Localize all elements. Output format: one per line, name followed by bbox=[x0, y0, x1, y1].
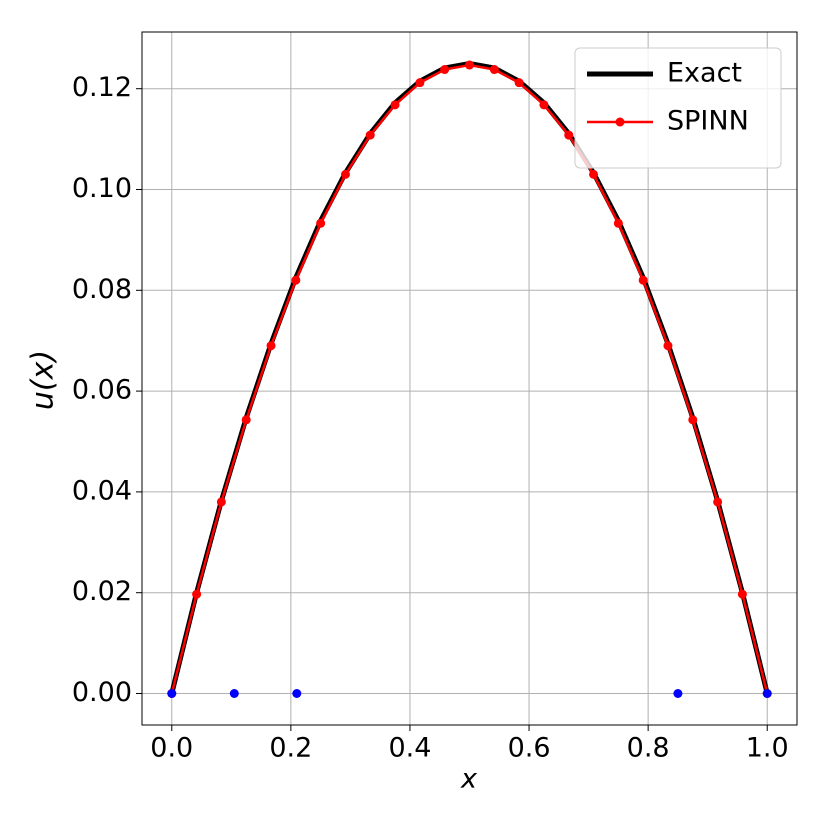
marker bbox=[638, 275, 648, 285]
marker bbox=[465, 60, 474, 70]
marker bbox=[673, 689, 683, 698]
legend-box bbox=[574, 47, 782, 169]
marker bbox=[390, 100, 400, 110]
marker bbox=[229, 689, 239, 698]
y-tick-label: 0.04 bbox=[72, 475, 132, 506]
marker bbox=[688, 415, 698, 425]
marker bbox=[663, 341, 673, 351]
marker bbox=[762, 689, 772, 698]
marker bbox=[514, 78, 524, 88]
x-tick-label: 0.6 bbox=[508, 733, 551, 764]
x-tick-label: 1.0 bbox=[746, 733, 789, 764]
axes-frame bbox=[141, 31, 798, 726]
marker bbox=[539, 100, 549, 110]
y-tick-label: 0.08 bbox=[72, 274, 132, 305]
marker bbox=[737, 589, 747, 599]
marker bbox=[489, 65, 499, 75]
marker bbox=[167, 689, 177, 698]
x-tick-label: 0.2 bbox=[269, 733, 312, 764]
y-axis-label: u(x) bbox=[26, 350, 61, 410]
legend-marker bbox=[615, 117, 625, 127]
marker bbox=[365, 130, 375, 140]
marker bbox=[241, 415, 251, 425]
y-tick-label: 0.06 bbox=[72, 375, 132, 406]
marker bbox=[713, 497, 723, 507]
marker bbox=[291, 275, 301, 285]
marker bbox=[216, 497, 226, 507]
x-tick-label: 0.8 bbox=[627, 733, 670, 764]
marker bbox=[589, 169, 599, 179]
marker bbox=[440, 65, 450, 75]
x-axis-label: x bbox=[460, 764, 478, 795]
marker bbox=[266, 341, 276, 351]
marker bbox=[564, 130, 574, 140]
y-tick-label: 0.02 bbox=[72, 576, 132, 607]
marker bbox=[316, 218, 326, 228]
marker bbox=[292, 689, 302, 698]
marker bbox=[415, 78, 425, 88]
legend-label: SPINN bbox=[667, 106, 749, 137]
y-tick-label: 0.12 bbox=[72, 72, 132, 103]
marker bbox=[340, 169, 350, 179]
x-tick-label: 0.4 bbox=[388, 733, 431, 764]
y-tick-label: 0.00 bbox=[72, 677, 132, 708]
x-tick-label: 0.0 bbox=[150, 733, 193, 764]
marker bbox=[613, 218, 623, 228]
y-tick-label: 0.10 bbox=[72, 173, 132, 204]
legend: Exact SPINN bbox=[574, 47, 782, 169]
legend-label: Exact bbox=[667, 58, 742, 89]
marker bbox=[192, 589, 202, 599]
